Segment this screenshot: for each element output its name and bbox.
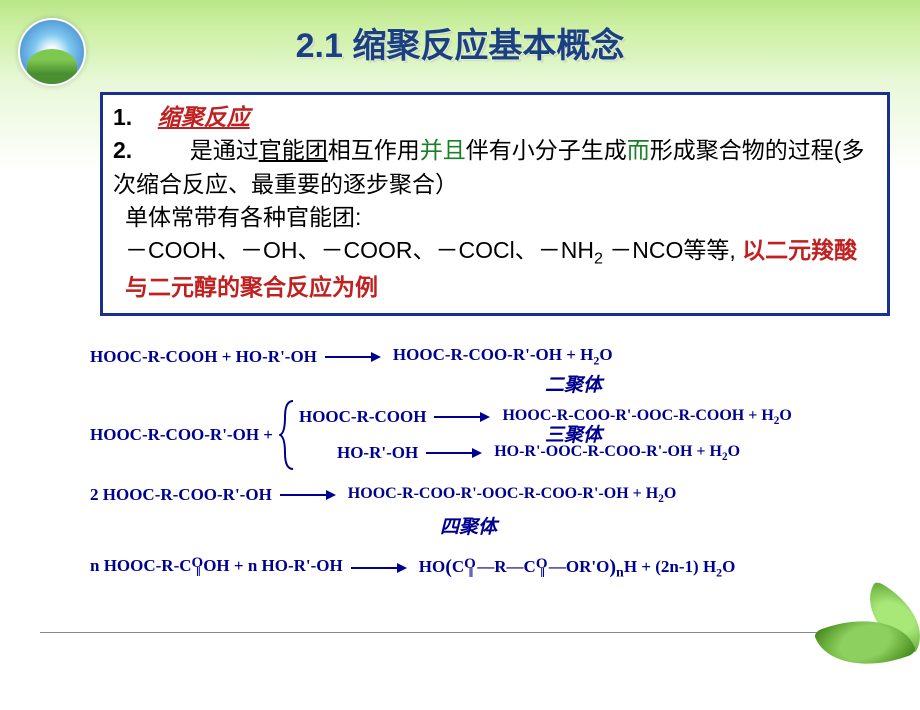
line3-text: 单体常带有各种官能团:: [125, 204, 361, 230]
list-item-1: 1. 缩聚反应: [113, 101, 877, 134]
item2-text-b: 相互作用: [328, 137, 420, 163]
tetramer-annotation-row: 四聚体: [440, 512, 890, 539]
double-bond-o: O‖: [536, 559, 548, 577]
item2-text-d: 形成聚合物的过程: [650, 137, 834, 163]
divider-line: [40, 632, 870, 633]
reaction-1: HOOC-R-COOH + HO-R'-OH HOOC-R-COO-R'-OH …: [90, 345, 890, 368]
r3-left: 2 HOOC-R-COO-R'-OH: [90, 485, 272, 505]
item2-green2: 而: [627, 137, 650, 163]
r1-left: HOOC-R-COOH + HO-R'-OH: [90, 347, 317, 367]
reaction-2-group: HOOC-R-COO-R'-OH + HOOC-R-COOH HOOC-R-CO…: [90, 399, 890, 471]
trimer-label: 三聚体: [545, 420, 602, 447]
slide-title: 2.1 缩聚反应基本概念: [0, 18, 920, 67]
r2a-reagent: HOOC-R-COOH: [299, 407, 427, 427]
slide-background: 2.1 缩聚反应基本概念 1. 缩聚反应 2. 是通过官能团相互作用并且伴有小分…: [0, 0, 920, 690]
tetramer-label: 四聚体: [440, 512, 497, 539]
item2-number: 2.: [113, 137, 132, 163]
item2-underline1: 官能团: [259, 137, 328, 163]
leaf-decoration: [780, 550, 920, 710]
definition-box: 1. 缩聚反应 2. 是通过官能团相互作用并且伴有小分子生成而形成聚合物的过程(…: [100, 92, 890, 316]
arrow-icon: [325, 351, 385, 363]
arrow-icon: [434, 411, 494, 423]
item1-number: 1.: [113, 104, 132, 130]
r2-left: HOOC-R-COO-R'-OH +: [90, 425, 273, 445]
r1-right: HOOC-R-COO-R'-OH + H2O: [393, 345, 613, 368]
groups-sub: 2: [594, 250, 603, 268]
arrow-icon: [426, 447, 486, 459]
double-bond-o: O‖: [192, 558, 204, 576]
dimer-annotation-row: 二聚体: [545, 370, 890, 397]
item2-text-c: 伴有小分子生成: [466, 137, 627, 163]
dimer-label: 二聚体: [545, 370, 602, 397]
item1-heading: 缩聚反应: [158, 104, 250, 130]
reaction-3: 2 HOOC-R-COO-R'-OH HOOC-R-COO-R'-OOC-R-C…: [90, 485, 890, 505]
groups-text: －COOH、－OH、－COOR、－COCl、－NH: [125, 237, 594, 263]
arrow-icon: [351, 562, 411, 574]
r4-right: HO(CO‖ —R—CO‖ —OR'O)nH + (2n-1) H2O: [419, 555, 736, 581]
r2b-product: HO-R'-OOC-R-COO-R'-OH + H2O: [494, 443, 740, 463]
r2b-reagent: HO-R'-OH: [337, 443, 418, 463]
curly-bracket-icon: [279, 399, 295, 471]
r4-left: n HOOC-R-CO‖OH + n HO-R'-OH: [90, 556, 343, 580]
chemistry-equations: HOOC-R-COOH + HO-R'-OH HOOC-R-COO-R'-OH …: [90, 345, 890, 587]
functional-groups-line: －COOH、－OH、－COOR、－COCl、－NH2 －NCO等等, 以二元羧酸…: [113, 234, 877, 304]
list-item-2: 2. 是通过官能团相互作用并且伴有小分子生成而形成聚合物的过程(多次缩合反应、最…: [113, 134, 877, 201]
reaction-4-general: n HOOC-R-CO‖OH + n HO-R'-OH HO(CO‖ —R—CO…: [90, 555, 890, 581]
line-3: 单体常带有各种官能团:: [113, 201, 877, 234]
r3-right: HOOC-R-COO-R'-OOC-R-COO-R'-OH + H2O: [348, 485, 676, 505]
item2-green1: 并且: [420, 137, 466, 163]
arrow-icon: [280, 489, 340, 501]
trimer-annotation-row: 三聚体: [545, 420, 602, 447]
groups-end: －NCO等等,: [603, 237, 736, 263]
double-bond-o: O‖: [464, 559, 476, 577]
item2-text-a: 是通过: [190, 137, 259, 163]
